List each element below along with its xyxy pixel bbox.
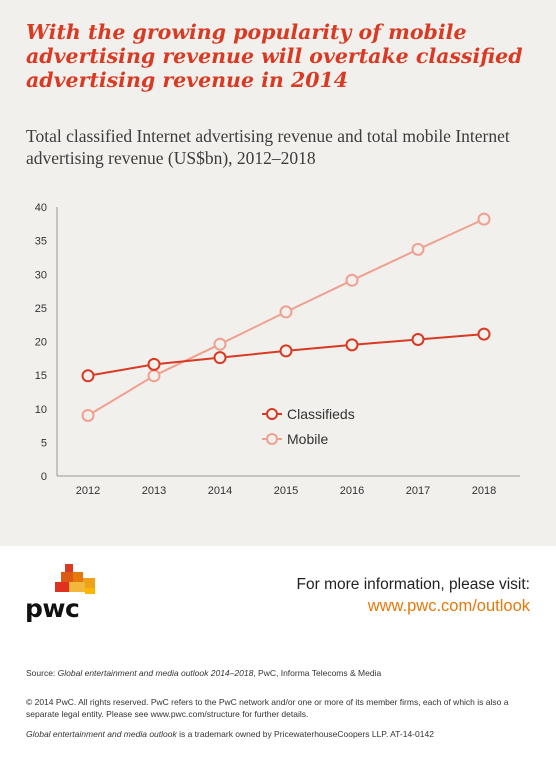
pwc-logo-text: pwc [25,594,80,623]
outlook-link[interactable]: www.pwc.com/outlook [367,597,530,615]
y-tick-label: 30 [35,269,47,281]
legend-marker-mobile [266,433,278,445]
trademark-note: Global entertainment and media outlook i… [26,729,434,739]
legend-label-classifieds: Classifieds [287,406,355,422]
x-tick-label: 2018 [472,485,496,497]
legend-label-mobile: Mobile [287,431,328,447]
y-tick-label: 20 [35,337,47,349]
x-tick-label: 2016 [340,485,364,497]
chart-subtitle: Total classified Internet advertising re… [26,126,510,168]
line-chart: 0 5 10 15 20 25 30 35 40 2012 2013 2014 2015 2016 2017… [35,202,520,497]
y-tick-label: 10 [35,404,47,416]
headline: With the growing popularity of mobile ad… [26,20,523,92]
pwc-logo-mark-icon [55,564,95,594]
info-label: For more information, please visit: [296,576,530,593]
data-point-mobile [345,273,359,287]
data-point-classifieds [81,369,95,383]
x-tick-label: 2013 [142,485,166,497]
data-point-classifieds [147,357,161,371]
legend-marker-classifieds [266,408,278,420]
x-tick-label: 2014 [208,485,232,497]
data-point-classifieds [477,327,491,341]
data-point-classifieds [279,344,293,358]
x-tick-label: 2015 [274,485,298,497]
data-point-mobile [81,408,95,422]
y-tick-label: 15 [35,370,47,382]
source-note: Source: Global entertainment and media o… [26,668,382,678]
data-point-classifieds [213,351,227,365]
y-tick-label: 5 [41,437,47,449]
data-point-classifieds [411,332,425,346]
x-tick-label: 2017 [406,485,430,497]
pwc-logo: pwc [25,564,105,624]
legal-note: © 2014 PwC. All rights reserved. PwC ref… [26,697,509,719]
chart-panel: With the growing popularity of mobile ad… [0,0,556,546]
data-point-mobile [213,337,227,351]
data-point-classifieds [345,338,359,352]
data-point-mobile [147,369,161,383]
data-point-mobile [411,242,425,256]
data-point-mobile [477,212,491,226]
y-tick-label: 0 [41,471,47,483]
footer: pwc For more information, please visit: … [0,546,556,757]
data-point-mobile [279,305,293,319]
y-tick-label: 25 [35,303,47,315]
x-tick-label: 2012 [76,485,100,497]
y-tick-label: 35 [35,236,47,248]
y-tick-label: 40 [35,202,47,214]
